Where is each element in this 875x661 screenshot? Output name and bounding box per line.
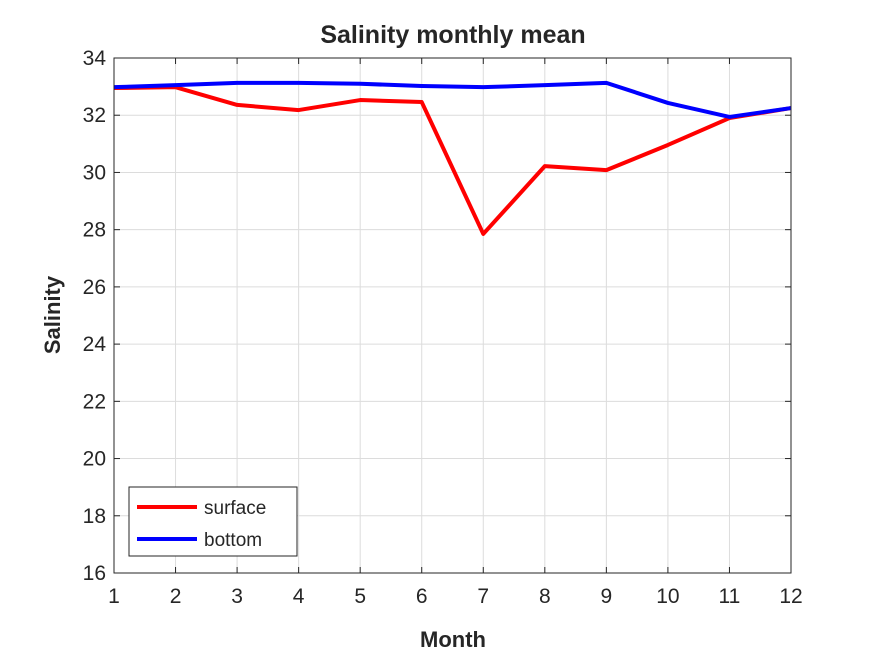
x-tick-label: 1 [108, 585, 120, 608]
y-tick-label: 28 [83, 219, 106, 242]
x-tick-label: 9 [601, 585, 613, 608]
y-tick-label: 22 [83, 390, 106, 413]
axes-box [113, 57, 792, 574]
x-tick-label: 10 [656, 585, 679, 608]
y-tick-label: 16 [83, 562, 106, 585]
series-line-bottom [113, 80, 792, 119]
x-axis-label: Month [420, 627, 486, 652]
chart-title: Salinity monthly mean [320, 21, 585, 49]
y-tick-label: 30 [83, 161, 106, 184]
y-tick-label: 26 [83, 276, 106, 299]
legend-box [128, 486, 298, 557]
legend: surface bottom [128, 486, 298, 557]
y-tick-label: 18 [83, 505, 106, 528]
x-tick-label: 11 [719, 585, 741, 608]
legend-label-surface: surface [204, 498, 266, 519]
x-tick-label: 8 [539, 585, 551, 608]
x-tick-label: 3 [231, 585, 243, 608]
y-tick-label: 32 [83, 104, 106, 127]
x-tick-label: 12 [779, 585, 802, 608]
x-tick-label: 4 [293, 585, 305, 608]
x-tick-label: 5 [354, 585, 366, 608]
x-tick-label: 2 [170, 585, 182, 608]
x-tick-label: 7 [477, 585, 489, 608]
y-tick-label: 34 [83, 47, 107, 70]
x-tick-label: 6 [416, 585, 428, 608]
y-axis-label: Salinity [40, 275, 65, 354]
y-tick-label: 20 [83, 448, 106, 471]
series-lines [113, 80, 792, 236]
series-line-surface [113, 85, 792, 236]
legend-label-bottom: bottom [204, 530, 262, 551]
y-tick-label: 24 [83, 333, 107, 356]
